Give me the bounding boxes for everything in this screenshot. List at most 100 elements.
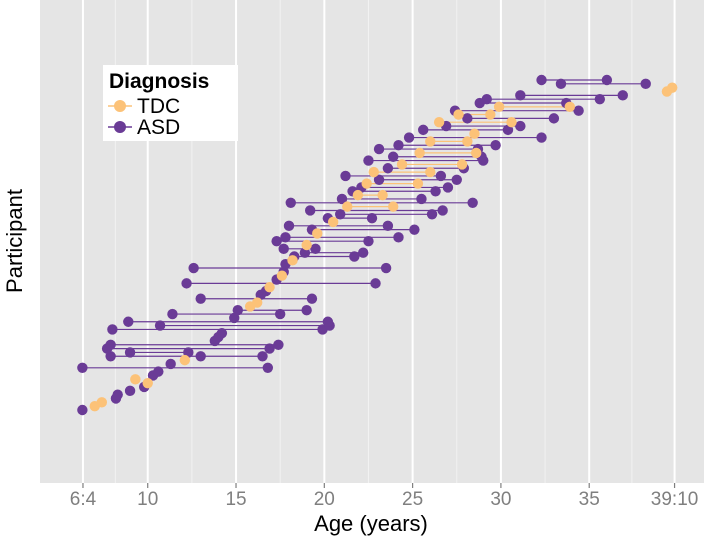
asd-data-point [536, 74, 547, 86]
asd-data-point [515, 90, 526, 101]
asd-data-point [165, 358, 176, 370]
asd-data-point [340, 170, 351, 182]
asd-data-point [380, 262, 392, 274]
asd-data-point [363, 155, 374, 166]
legend-label-asd: ASD [137, 116, 180, 139]
asd-data-point [481, 93, 492, 105]
x-tick-label: 10 [137, 489, 158, 510]
asd-data-point [336, 193, 348, 205]
asd-data-point [124, 347, 136, 358]
asd-data-point [490, 140, 501, 151]
x-axis-ticks: 6:4 10 15 20 25 30 35 39:10 [70, 483, 699, 510]
asd-data-point [382, 220, 394, 232]
tdc-data-point [506, 117, 517, 128]
data-series [77, 74, 678, 416]
asd-data-point [462, 113, 473, 124]
asd-data-point [373, 143, 385, 155]
asd-data-point [105, 339, 116, 350]
tdc-data-point [469, 128, 480, 139]
asd-data-point [382, 163, 394, 174]
tdc-data-point [361, 178, 372, 189]
tdc-data-point [252, 297, 263, 308]
asd-data-point [573, 105, 584, 116]
tdc-data-point [412, 178, 424, 189]
asd-data-point [416, 193, 427, 205]
x-tick-label: 15 [225, 489, 246, 510]
tdc-data-point [312, 228, 323, 239]
asd-data-point [188, 262, 199, 274]
x-tick-label: 20 [314, 489, 335, 510]
asd-data-point [409, 224, 420, 235]
asd-data-point [393, 232, 404, 243]
asd-data-point [278, 243, 289, 255]
asd-data-point [306, 293, 318, 304]
asd-data-point [154, 320, 166, 331]
asd-data-point [264, 343, 275, 354]
tdc-data-point [456, 159, 468, 170]
tdc-data-point [425, 166, 436, 178]
legend-title: Diagnosis [109, 70, 209, 93]
legend: Diagnosis TDC ASD [103, 65, 238, 141]
asd-data-point [435, 170, 447, 182]
asd-data-point [304, 205, 316, 216]
asd-data-point [112, 389, 123, 400]
asd-data-point [310, 243, 321, 255]
asd-data-point [107, 324, 118, 335]
tdc-data-point [433, 117, 445, 128]
asd-data-point [548, 113, 560, 124]
asd-data-point [124, 385, 136, 397]
asd-data-point [387, 151, 399, 162]
tdc-data-point [377, 189, 388, 201]
asd-data-point [594, 93, 606, 105]
asd-data-point [181, 278, 192, 289]
asd-data-point [285, 197, 296, 208]
tdc-data-point [179, 354, 191, 366]
asd-data-point [451, 174, 462, 185]
asd-data-point [442, 182, 454, 193]
asd-data-point [301, 305, 312, 316]
x-tick-label: 6:4 [70, 489, 97, 510]
legend-label-tdc: TDC [137, 95, 180, 118]
asd-data-point [555, 78, 567, 90]
asd-data-point [123, 316, 134, 327]
tdc-data-point [425, 136, 436, 147]
asd-data-point [257, 351, 268, 362]
asd-data-point [418, 124, 429, 136]
asd-data-point [617, 90, 628, 101]
asd-data-point [77, 362, 88, 373]
asd-data-point [216, 328, 228, 339]
asd-data-point [601, 74, 613, 86]
asd-data-point [357, 247, 369, 258]
asd-data-point [153, 366, 164, 377]
tdc-data-point [485, 109, 496, 120]
asd-data-point [349, 251, 360, 262]
tdc-data-point [368, 166, 379, 178]
asd-data-point [232, 305, 243, 316]
tdc-data-point [264, 282, 275, 293]
tdc-data-point [287, 255, 298, 266]
tdc-data-point [414, 147, 425, 159]
tdc-data-point [493, 101, 505, 113]
asd-data-point [373, 174, 385, 185]
tdc-data-point [470, 147, 482, 159]
legend-key-asd-dot [114, 121, 126, 133]
asd-data-point [366, 212, 378, 224]
asd-data-point [77, 404, 88, 416]
asd-data-point [430, 186, 441, 197]
tdc-data-point [142, 377, 153, 389]
tdc-data-point [342, 201, 353, 212]
asd-data-point [370, 278, 381, 289]
x-tick-label: 25 [402, 489, 423, 510]
legend-key-tdc-dot [114, 100, 126, 112]
x-tick-label: 39:10 [651, 489, 699, 510]
asd-data-point [403, 132, 415, 143]
x-tick-label: 30 [490, 489, 511, 510]
asd-data-point [363, 235, 374, 247]
asd-data-point [536, 132, 547, 143]
asd-data-point [640, 78, 651, 90]
asd-data-point [393, 140, 404, 151]
asd-data-point [274, 308, 286, 320]
tdc-data-point [453, 109, 464, 120]
tdc-data-point [396, 159, 408, 170]
tdc-data-point [387, 201, 399, 212]
